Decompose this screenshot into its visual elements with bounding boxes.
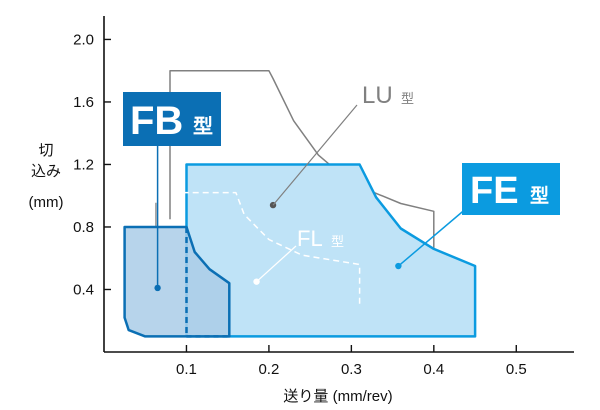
y-axis-title-line-1: 切 <box>38 142 53 159</box>
fe-callout-line <box>397 206 469 267</box>
fl-label: FL <box>297 226 323 251</box>
lu-region <box>169 69 435 290</box>
x-tick-label: 0.2 <box>258 361 279 378</box>
x-tick-label: 0.4 <box>423 361 444 378</box>
fl-label-suffix: 型 <box>331 234 344 249</box>
x-tick-label: 0.5 <box>506 361 527 378</box>
x-axis-title: 送り量 (mm/rev) <box>283 388 392 405</box>
fl-callout-line <box>256 245 297 283</box>
y-tick-label: 0.4 <box>73 281 94 298</box>
y-tick-label: 0.8 <box>73 219 94 236</box>
fb-label-box <box>123 92 221 146</box>
y-tick-label: 1.6 <box>73 94 94 111</box>
lu-label-suffix: 型 <box>401 91 414 106</box>
fe-region <box>185 163 477 338</box>
fl-region <box>144 191 361 306</box>
x-tick-label: 0.1 <box>176 361 197 378</box>
fb-label: FB <box>130 99 183 143</box>
lu-label: LU <box>362 82 393 109</box>
fe-label-suffix: 型 <box>530 184 549 207</box>
fe-label: FE <box>470 170 519 212</box>
fb-label-suffix: 型 <box>193 115 213 138</box>
y-tick-label: 2.0 <box>73 31 94 48</box>
y-axis-title-line-3: (mm) <box>29 194 64 211</box>
x-tick-label: 0.3 <box>341 361 362 378</box>
fe-label-box <box>462 163 560 215</box>
lu-callout-line <box>272 104 358 206</box>
y-tick-label: 1.2 <box>73 156 94 173</box>
y-axis-title-line-2: 込み <box>31 163 61 180</box>
fb-region <box>123 225 231 338</box>
